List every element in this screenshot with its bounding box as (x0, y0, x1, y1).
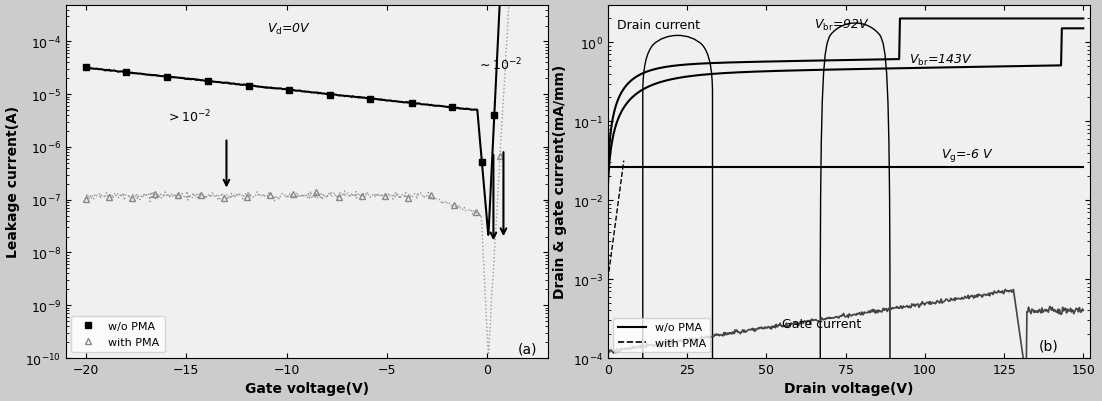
w/o PMA (445, 105, 458, 110)
with PMA (378, 194, 391, 199)
w/o PMA (242, 84, 256, 89)
Text: $>10^{-2}$: $>10^{-2}$ (166, 109, 212, 126)
Y-axis label: Drain & gate current(mA/mm): Drain & gate current(mA/mm) (553, 65, 568, 299)
with PMA (310, 190, 323, 195)
w/o PMA (201, 79, 214, 84)
with PMA (494, 154, 507, 158)
Text: (b): (b) (1039, 338, 1059, 352)
Text: $V_\mathrm{d}$=0V: $V_\mathrm{d}$=0V (267, 22, 311, 37)
Text: (a): (a) (518, 341, 537, 355)
with PMA (102, 195, 116, 200)
with PMA (148, 192, 161, 197)
with PMA (171, 193, 184, 198)
with PMA (447, 203, 461, 208)
with PMA (126, 196, 139, 201)
X-axis label: Drain voltage(V): Drain voltage(V) (784, 381, 914, 395)
w/o PMA (488, 113, 501, 118)
Text: Gate current: Gate current (782, 317, 862, 330)
w/o PMA (324, 93, 337, 98)
with PMA (240, 195, 253, 200)
with PMA (217, 196, 230, 201)
with PMA (79, 196, 93, 201)
w/o PMA (364, 97, 377, 102)
with PMA (424, 194, 437, 198)
Legend: w/o PMA, with PMA: w/o PMA, with PMA (72, 316, 165, 352)
w/o PMA (161, 75, 174, 80)
Text: Drain current: Drain current (617, 19, 701, 32)
Text: $\sim10^{-2}$: $\sim10^{-2}$ (477, 56, 522, 73)
with PMA (401, 196, 414, 200)
Line: w/o PMA: w/o PMA (83, 0, 522, 165)
Line: with PMA: with PMA (83, 0, 526, 216)
with PMA (355, 194, 368, 198)
with PMA (332, 195, 345, 200)
with PMA (194, 193, 207, 198)
Text: $V_\mathrm{br}$=143V: $V_\mathrm{br}$=143V (909, 53, 973, 68)
with PMA (263, 193, 277, 198)
Legend: w/o PMA, with PMA: w/o PMA, with PMA (614, 318, 711, 352)
w/o PMA (282, 88, 295, 93)
w/o PMA (406, 101, 419, 106)
Text: $V_\mathrm{g}$=-6 V: $V_\mathrm{g}$=-6 V (941, 147, 993, 164)
Text: $V_\mathrm{br}$=92V: $V_\mathrm{br}$=92V (814, 18, 869, 33)
with PMA (285, 192, 299, 197)
X-axis label: Gate voltage(V): Gate voltage(V) (245, 381, 369, 395)
w/o PMA (79, 66, 93, 71)
with PMA (469, 211, 483, 215)
w/o PMA (475, 160, 488, 165)
w/o PMA (120, 71, 133, 76)
Y-axis label: Leakage current(A): Leakage current(A) (6, 106, 20, 258)
